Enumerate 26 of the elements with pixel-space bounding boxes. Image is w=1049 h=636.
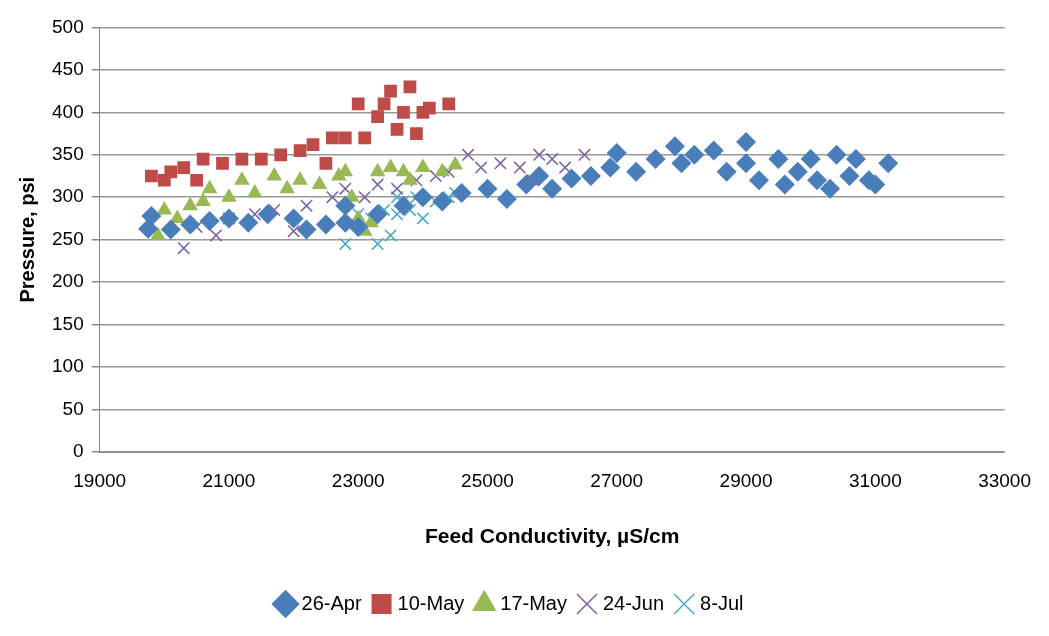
y-tick-label: 100 xyxy=(52,355,84,377)
x-axis-title: Feed Conductivity, µS/cm xyxy=(424,524,680,548)
x-tick-label: 31000 xyxy=(848,469,902,491)
y-tick-label: 500 xyxy=(52,15,84,37)
y-tick-label: 0 xyxy=(73,440,84,462)
x-tick-label: 29000 xyxy=(719,469,773,491)
y-tick-label: 50 xyxy=(62,397,84,419)
legend-label: 24-Jun xyxy=(602,591,665,614)
x-tick-label: 19000 xyxy=(73,469,127,491)
legend-label: 17-May xyxy=(500,591,567,614)
y-tick-label: 350 xyxy=(52,143,84,165)
y-tick-label: 450 xyxy=(52,58,84,80)
x-tick-label: 21000 xyxy=(202,469,256,491)
x-tick-label: 33000 xyxy=(978,469,1031,491)
legend-label: 8-Jul xyxy=(700,591,744,614)
legend-label: 26-Apr xyxy=(301,591,362,614)
legend-label: 10-May xyxy=(397,591,465,614)
y-tick-label: 250 xyxy=(52,227,84,249)
x-tick-label: 25000 xyxy=(461,469,514,491)
y-tick-label: 150 xyxy=(52,312,84,334)
x-tick-label: 27000 xyxy=(590,469,644,491)
y-tick-label: 200 xyxy=(52,270,84,292)
y-tick-label: 300 xyxy=(52,185,84,207)
y-tick-label: 400 xyxy=(52,100,84,122)
x-tick-label: 23000 xyxy=(331,469,385,491)
y-axis-title: Pressure, psi xyxy=(15,176,38,303)
